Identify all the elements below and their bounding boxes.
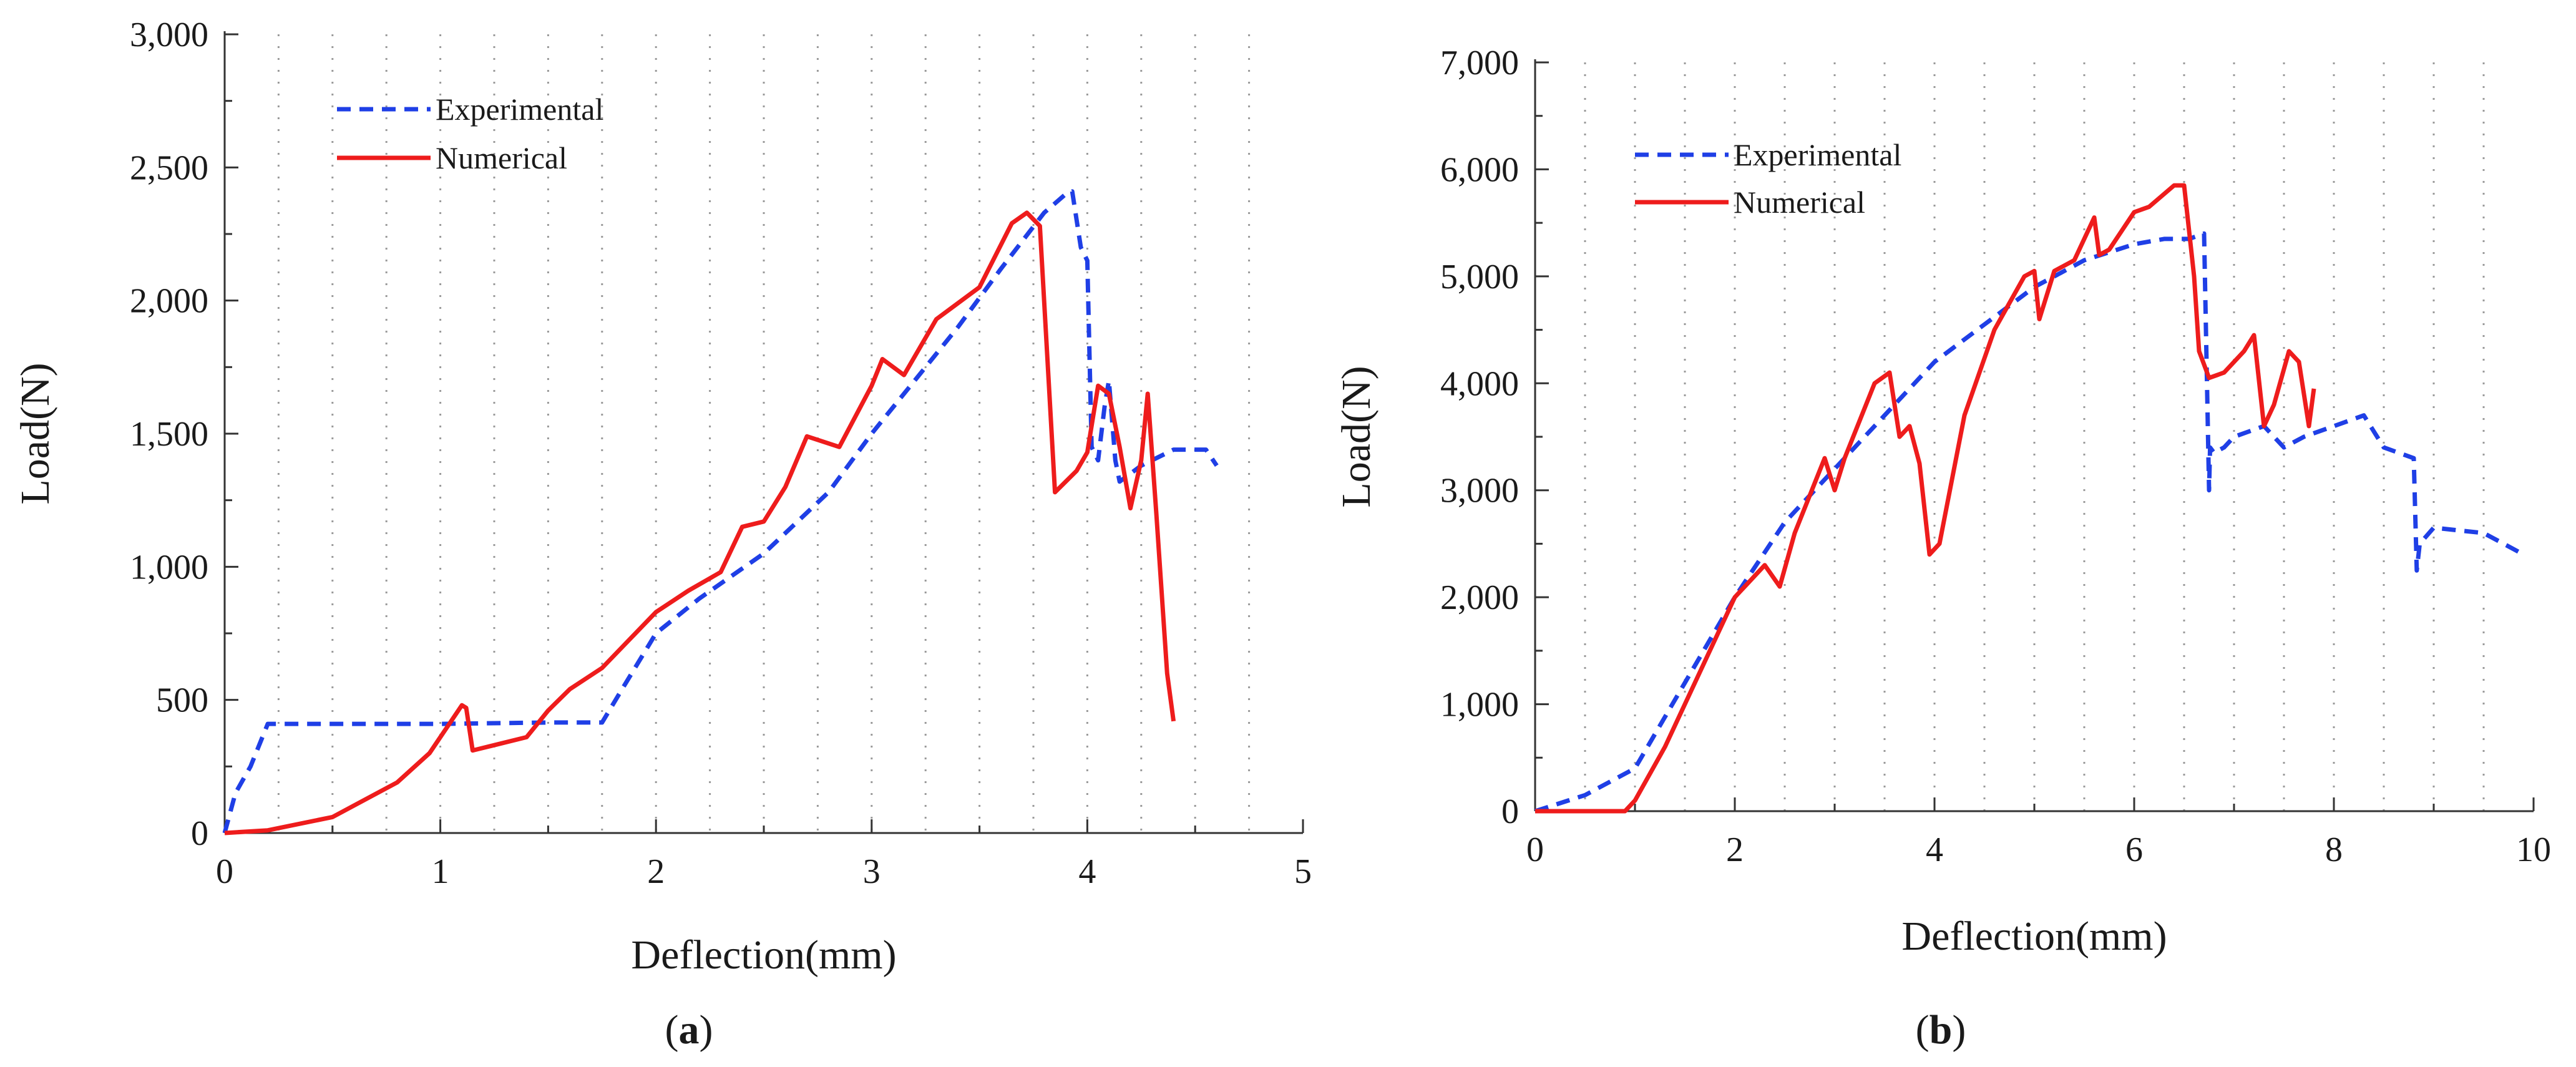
series-line-numerical bbox=[1535, 183, 2316, 814]
y-tick-label: 0 bbox=[191, 814, 208, 853]
x-tick-label: 4 bbox=[1078, 852, 1096, 891]
x-tick-label: 6 bbox=[2125, 831, 2143, 869]
x-tick-label: 0 bbox=[1526, 831, 1544, 869]
x-tick-label: 3 bbox=[863, 852, 881, 891]
x-tick-label: 2 bbox=[1726, 831, 1744, 869]
y-axis-title: Load(N) bbox=[12, 363, 58, 504]
y-tick-label: 3,000 bbox=[1440, 472, 1519, 510]
series-line-experimental bbox=[1534, 231, 2525, 814]
legend-label-experimental: Experimental bbox=[436, 92, 603, 127]
y-tick-label: 0 bbox=[1501, 792, 1519, 831]
series-line-experimental bbox=[222, 189, 1219, 834]
x-tick-label: 1 bbox=[432, 852, 449, 891]
chart-a: 0 1 2 3 4 5 0 500 1,000 1,500 2,000 2,500 3,000 Defle… bbox=[12, 16, 1312, 1053]
y-tick-label: 3,000 bbox=[130, 16, 208, 54]
series-line-numerical bbox=[224, 210, 1176, 836]
x-tick-label: 8 bbox=[2325, 831, 2343, 869]
caption-letter: b bbox=[1930, 1007, 1953, 1053]
x-tick-label: 10 bbox=[2516, 831, 2551, 869]
chart-b: 0 2 4 6 8 10 0 1,000 2,000 3,000 4,000 5,000 6,000 7,… bbox=[1334, 44, 2551, 1053]
y-tick-label: 4,000 bbox=[1440, 364, 1519, 403]
y-tick-label: 1,000 bbox=[130, 548, 208, 587]
y-tick-label: 5,000 bbox=[1440, 258, 1519, 296]
y-tick-label: 1,000 bbox=[1440, 686, 1519, 724]
y-tick-label: 6,000 bbox=[1440, 150, 1519, 189]
caption-letter: a bbox=[679, 1007, 700, 1053]
y-tick-label: 7,000 bbox=[1440, 44, 1519, 82]
legend-label-numerical: Numerical bbox=[1734, 185, 1865, 220]
figure-caption: (a) bbox=[665, 1007, 713, 1053]
legend-label-experimental: Experimental bbox=[1734, 137, 1901, 172]
y-tick-label: 1,500 bbox=[130, 415, 208, 454]
legend: Experimental Numerical bbox=[337, 92, 603, 175]
legend-label-numerical: Numerical bbox=[436, 140, 567, 175]
figure-caption: (b) bbox=[1916, 1007, 1966, 1053]
legend: Experimental Numerical bbox=[1635, 137, 1901, 220]
x-tick-label: 2 bbox=[647, 852, 665, 891]
y-tick-label: 2,000 bbox=[130, 282, 208, 321]
x-tick-label: 5 bbox=[1294, 852, 1312, 891]
y-tick-label: 2,000 bbox=[1440, 578, 1519, 617]
x-tick-label: 4 bbox=[1926, 831, 1943, 869]
y-tick-label: 2,500 bbox=[130, 149, 208, 187]
y-tick-label: 500 bbox=[156, 681, 208, 720]
x-axis-title: Deflection(mm) bbox=[631, 932, 896, 978]
y-axis-title: Load(N) bbox=[1334, 366, 1379, 507]
x-axis-title: Deflection(mm) bbox=[1901, 914, 2167, 959]
x-tick-label: 0 bbox=[216, 852, 233, 891]
